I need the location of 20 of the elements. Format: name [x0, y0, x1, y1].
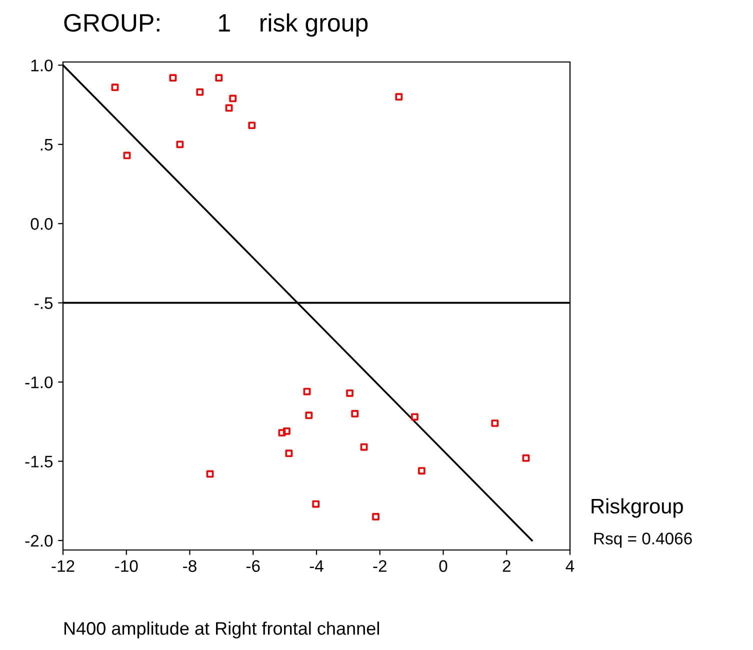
x-tick-label: 0	[439, 560, 448, 572]
x-tick-label: -12	[52, 560, 74, 572]
x-tick-label: -2	[373, 560, 386, 572]
chart-title: GROUP: 1 risk group	[64, 13, 368, 37]
y-tick-label: 0.0	[30, 218, 53, 230]
x-tick-label: -8	[183, 560, 196, 572]
y-tick-label: -2.0	[25, 534, 53, 547]
y-tick-label: -1.0	[25, 376, 53, 388]
text: Riskgroup	[592, 498, 683, 518]
x-tick-label: -6	[246, 560, 260, 572]
x-axis-title: N400 amplitude at Right frontal channel	[64, 622, 379, 638]
y-tick-label: -.5	[34, 297, 53, 310]
y-tick-label: .5	[40, 138, 53, 151]
x-tick-label: -10	[115, 560, 138, 572]
y-tick-label: 1.0	[31, 60, 53, 72]
y-tick-label: -1.5	[25, 456, 53, 468]
text: Rsq = 0.4066	[594, 532, 692, 548]
x-tick-label: 2	[502, 560, 510, 572]
x-tick-label: -4	[310, 560, 324, 572]
x-tick-label: 4	[566, 560, 574, 572]
